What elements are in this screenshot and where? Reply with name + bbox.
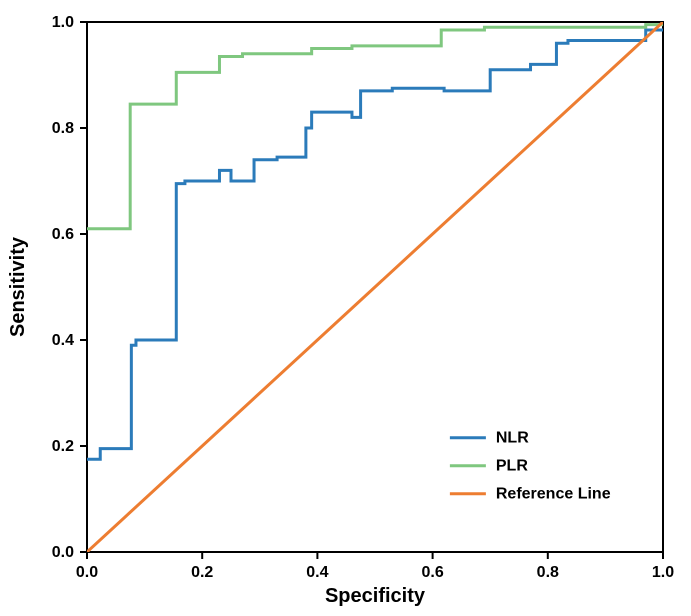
roc-chart: 0.0 0.2 0.4 0.6 0.8 1.0 0.0 0.2 0.4 0.6 0.8 1.0 Spec… <box>0 0 691 616</box>
legend-label-nlr: NLR <box>496 430 529 447</box>
svg-text:0.6: 0.6 <box>52 226 74 243</box>
svg-text:0.2: 0.2 <box>52 438 74 455</box>
legend-label-reference-line: Reference Line <box>496 486 611 503</box>
svg-text:0.0: 0.0 <box>76 564 98 581</box>
svg-text:0.4: 0.4 <box>52 332 74 349</box>
svg-text:0.8: 0.8 <box>52 120 74 137</box>
svg-text:0.4: 0.4 <box>306 564 328 581</box>
svg-text:0.2: 0.2 <box>191 564 213 581</box>
svg-text:1.0: 1.0 <box>52 14 74 31</box>
svg-text:0.6: 0.6 <box>421 564 443 581</box>
svg-text:0.8: 0.8 <box>537 564 559 581</box>
y-axis-label: Sensitivity <box>7 236 29 337</box>
x-axis-label: Specificity <box>325 585 426 607</box>
svg-text:0.0: 0.0 <box>52 544 74 561</box>
roc-chart-svg: 0.0 0.2 0.4 0.6 0.8 1.0 0.0 0.2 0.4 0.6 0.8 1.0 Spec… <box>0 0 691 616</box>
svg-text:1.0: 1.0 <box>652 564 674 581</box>
legend-label-plr: PLR <box>496 458 528 475</box>
